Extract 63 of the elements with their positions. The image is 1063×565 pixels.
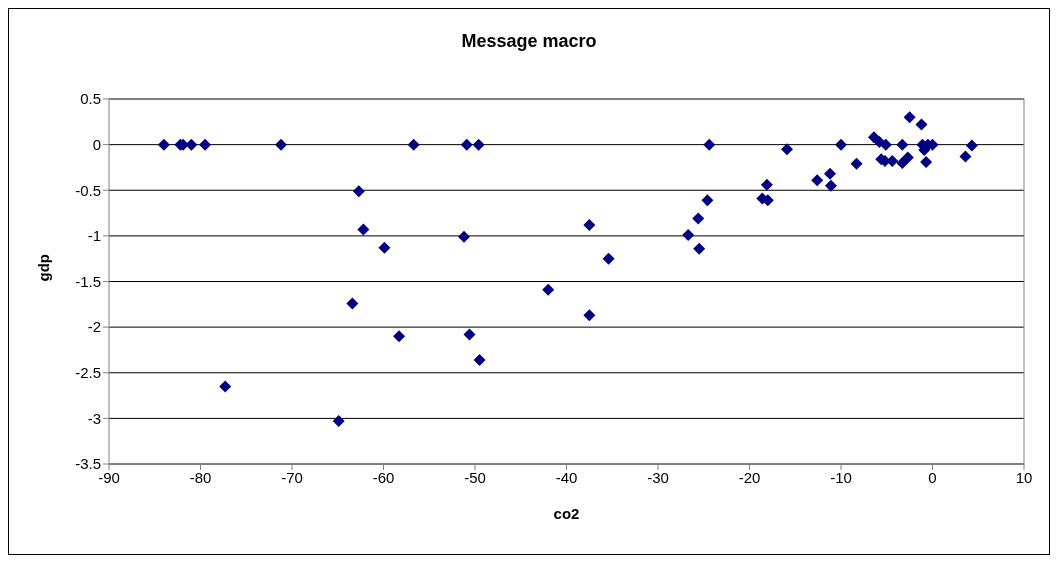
y-tick-label: -2 [87,318,101,336]
point [692,212,705,225]
x-axis-title: co2 [553,505,580,522]
point [835,138,847,151]
y-tick-label: -3.5 [75,455,101,473]
point [199,138,212,151]
point [903,111,916,124]
x-tick-label: -90 [98,468,120,486]
point [219,380,232,393]
point [275,138,288,151]
point [811,174,824,187]
point [542,283,555,296]
point [901,151,914,164]
point [896,138,909,151]
point [460,138,473,151]
point [378,241,391,254]
chart-title: Message macro [460,31,598,52]
x-tick-label: -80 [189,468,212,486]
point [583,218,596,231]
point [157,138,170,151]
point [472,138,485,151]
point [346,297,359,310]
point [473,353,486,366]
point [332,415,345,428]
point [682,228,695,241]
point [850,157,863,170]
point [583,309,596,322]
point [824,179,837,192]
point [701,194,714,207]
point [915,118,928,131]
x-tick-label: -70 [281,468,303,486]
point [703,138,716,151]
point [920,155,933,168]
x-tick-label: 10 [1015,468,1033,486]
y-tick-label: 0.5 [80,90,101,108]
x-tick-label: -40 [555,468,578,486]
point [824,167,837,180]
point [760,178,773,191]
y-tick-label: -0.5 [75,181,101,199]
y-tick-label: 0 [92,135,101,153]
x-tick-label: -60 [372,468,395,486]
point [959,150,972,163]
point [458,230,471,243]
point [407,138,420,151]
point [896,156,909,169]
x-tick-label: -10 [830,468,852,486]
point [357,223,370,236]
y-axis-title: gdp [35,254,53,282]
point [463,328,476,341]
point [965,139,978,152]
x-tick-label: -50 [464,468,486,486]
x-tick-label: 0 [928,468,937,486]
point [602,252,615,265]
y-tick-label: -1 [87,227,101,245]
y-tick-label: -3 [87,409,101,427]
point [781,143,794,156]
point [393,330,406,343]
x-tick-label: -30 [647,468,669,486]
point [693,242,706,255]
x-tick-label: -20 [738,468,761,486]
y-tick-label: -2.5 [75,364,101,382]
y-tick-label: -1.5 [75,272,101,290]
point [352,185,365,198]
